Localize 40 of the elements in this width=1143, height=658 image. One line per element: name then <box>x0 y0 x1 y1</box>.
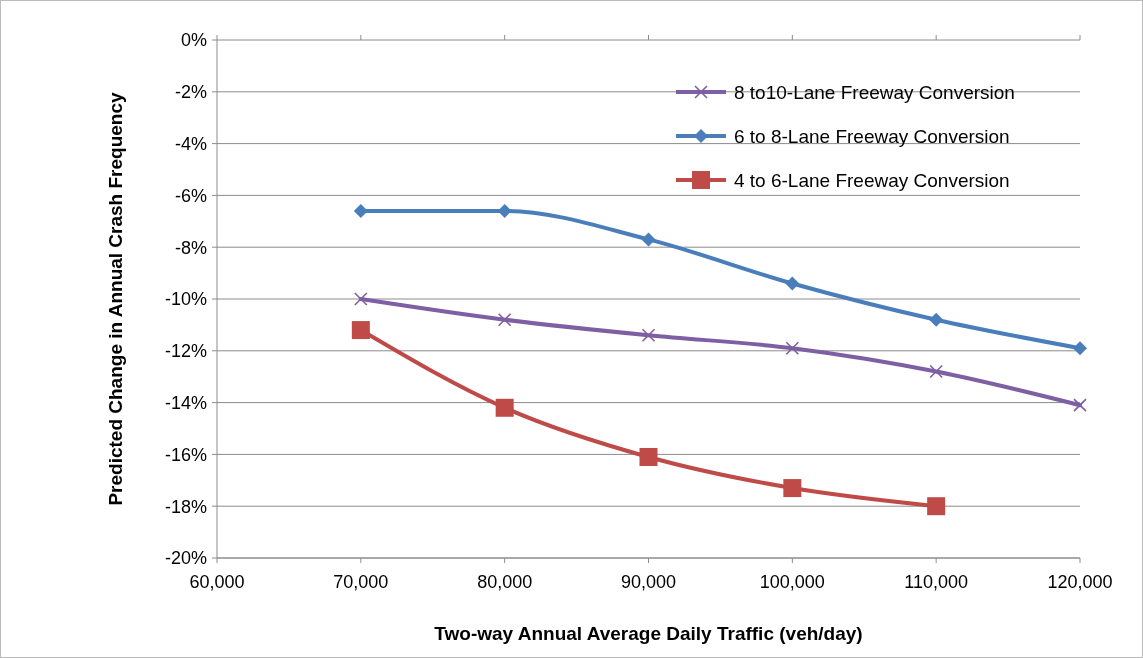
y-tick-label: -6% <box>174 185 207 206</box>
point <box>929 364 943 379</box>
x-tick-label: 80,000 <box>477 572 533 592</box>
y-tick-label: 0% <box>180 30 207 51</box>
legend-label: 6 to 8-Lane Freeway Conversion <box>734 125 1010 147</box>
point <box>351 321 370 340</box>
point <box>639 447 658 466</box>
y-tick-label: -8% <box>174 237 207 258</box>
legend-label: 4 to 6-Lane Freeway Conversion <box>734 169 1010 191</box>
point <box>353 203 368 218</box>
point <box>927 497 946 516</box>
point <box>785 276 800 291</box>
y-tick-label: -18% <box>164 496 207 517</box>
x-axis-title: Two-way Annual Average Daily Traffic (veh/day) <box>434 623 863 644</box>
point <box>641 328 656 343</box>
point <box>497 312 512 327</box>
x-tick-label: 110,000 <box>904 572 969 592</box>
point <box>497 203 512 218</box>
point <box>1073 341 1087 356</box>
x-tick-label: 90,000 <box>620 572 677 592</box>
y-tick-label: -2% <box>174 82 207 103</box>
point <box>783 479 802 498</box>
point <box>641 232 656 247</box>
y-tick-label: -16% <box>164 444 207 465</box>
x-tick-label: 100,000 <box>759 572 825 592</box>
y-tick-label: -12% <box>164 341 207 362</box>
y-axis-title: Predicted Change in Annual Crash Frequency <box>105 92 126 506</box>
y-tick-label: -10% <box>164 289 207 310</box>
x-tick-label: 70,000 <box>333 572 389 592</box>
legend-label: 8 to10-Lane Freeway Conversion <box>734 81 1015 103</box>
point <box>1073 398 1087 412</box>
point <box>929 312 944 327</box>
point <box>785 341 800 356</box>
point <box>354 292 368 306</box>
y-tick-label: -20% <box>164 548 207 569</box>
y-tick-label: -14% <box>164 392 207 413</box>
x-tick-label: 120,000 <box>1047 572 1113 592</box>
x-tick-label: 60,000 <box>189 572 245 592</box>
point <box>495 398 514 417</box>
y-tick-label: -4% <box>174 133 207 154</box>
